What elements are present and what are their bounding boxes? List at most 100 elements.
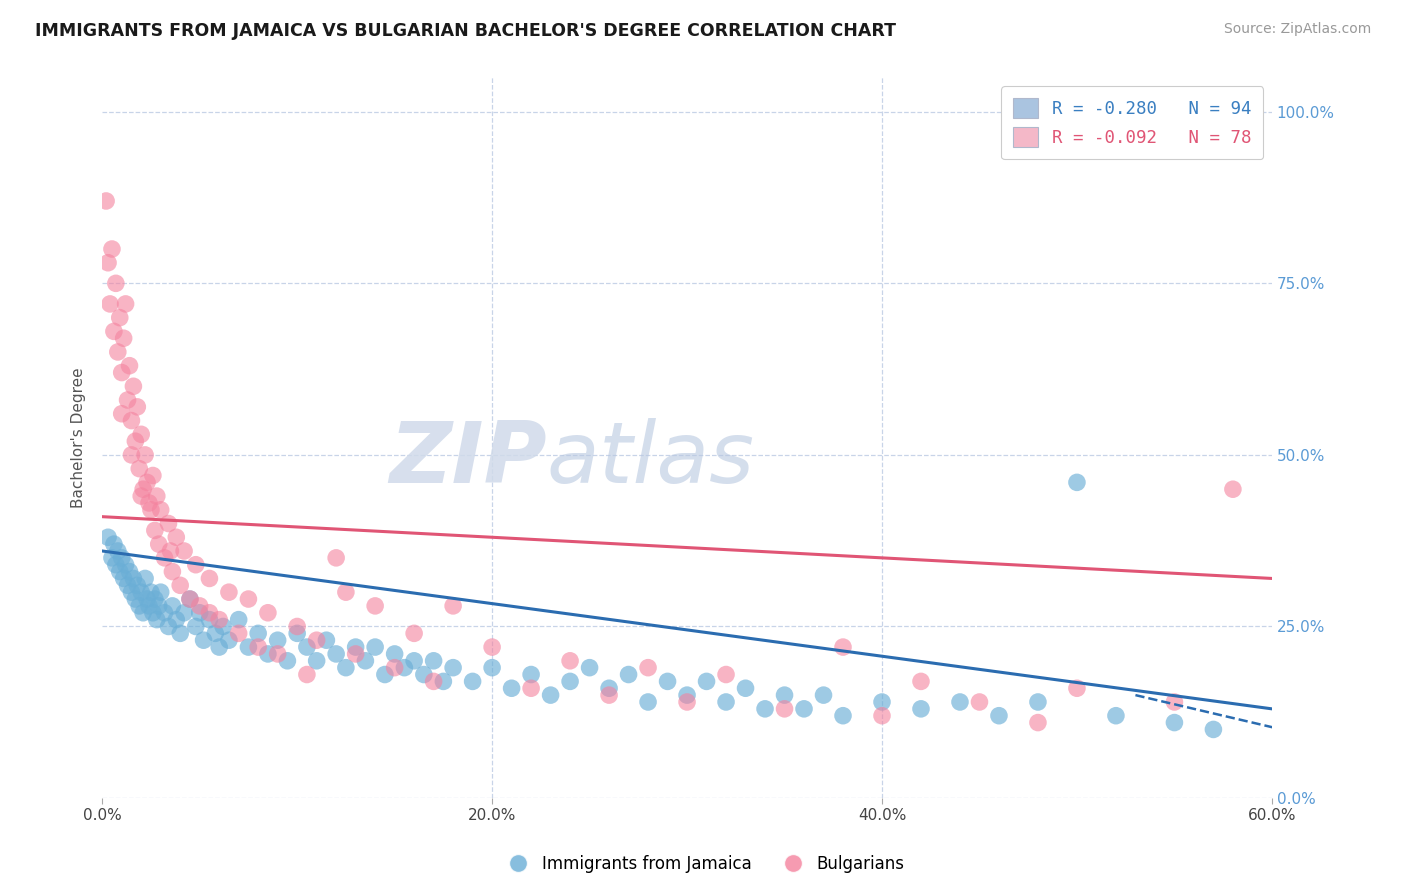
Point bbox=[136, 592, 159, 607]
Point bbox=[122, 571, 145, 585]
Point bbox=[832, 708, 855, 723]
Point bbox=[139, 585, 162, 599]
Point bbox=[394, 661, 416, 675]
Point bbox=[432, 674, 454, 689]
Point bbox=[218, 585, 240, 599]
Point bbox=[335, 585, 357, 599]
Point bbox=[212, 619, 235, 633]
Point bbox=[134, 448, 156, 462]
Point bbox=[204, 626, 226, 640]
Point bbox=[441, 599, 464, 613]
Point bbox=[118, 359, 141, 373]
Point bbox=[143, 592, 166, 607]
Point bbox=[1026, 695, 1049, 709]
Point bbox=[1066, 681, 1088, 696]
Point bbox=[111, 366, 134, 380]
Point bbox=[832, 640, 855, 654]
Point bbox=[870, 708, 893, 723]
Point bbox=[793, 702, 815, 716]
Point bbox=[305, 654, 328, 668]
Point bbox=[142, 468, 165, 483]
Point bbox=[128, 461, 150, 475]
Point bbox=[238, 640, 260, 654]
Point bbox=[134, 571, 156, 585]
Text: Source: ZipAtlas.com: Source: ZipAtlas.com bbox=[1223, 22, 1371, 37]
Point bbox=[481, 661, 503, 675]
Point bbox=[208, 613, 231, 627]
Point bbox=[637, 661, 659, 675]
Point bbox=[129, 585, 152, 599]
Point bbox=[218, 633, 240, 648]
Point bbox=[520, 681, 543, 696]
Point bbox=[208, 640, 231, 654]
Point bbox=[773, 702, 796, 716]
Point bbox=[112, 571, 135, 585]
Point bbox=[101, 550, 124, 565]
Point bbox=[637, 695, 659, 709]
Point bbox=[193, 633, 215, 648]
Point bbox=[165, 613, 187, 627]
Point bbox=[910, 702, 932, 716]
Point bbox=[138, 496, 160, 510]
Point bbox=[198, 571, 221, 585]
Point bbox=[120, 414, 142, 428]
Point bbox=[228, 613, 250, 627]
Point bbox=[344, 647, 367, 661]
Point bbox=[238, 592, 260, 607]
Point bbox=[169, 626, 191, 640]
Point bbox=[295, 667, 318, 681]
Point bbox=[122, 379, 145, 393]
Point bbox=[153, 550, 176, 565]
Point bbox=[111, 550, 134, 565]
Point bbox=[676, 695, 699, 709]
Point bbox=[129, 427, 152, 442]
Point bbox=[266, 633, 288, 648]
Point bbox=[335, 661, 357, 675]
Point bbox=[117, 578, 139, 592]
Point bbox=[558, 654, 581, 668]
Point bbox=[813, 688, 835, 702]
Point bbox=[98, 297, 121, 311]
Point bbox=[422, 674, 444, 689]
Point bbox=[305, 633, 328, 648]
Point bbox=[422, 654, 444, 668]
Point bbox=[364, 599, 387, 613]
Text: ZIP: ZIP bbox=[389, 417, 547, 501]
Point bbox=[257, 606, 280, 620]
Point bbox=[988, 708, 1011, 723]
Point bbox=[129, 489, 152, 503]
Point bbox=[146, 489, 169, 503]
Point bbox=[104, 558, 127, 572]
Point bbox=[153, 606, 176, 620]
Point bbox=[714, 695, 737, 709]
Point bbox=[285, 626, 308, 640]
Point bbox=[404, 626, 426, 640]
Point bbox=[558, 674, 581, 689]
Point bbox=[162, 599, 184, 613]
Point bbox=[148, 537, 170, 551]
Point bbox=[384, 661, 406, 675]
Point bbox=[127, 578, 149, 592]
Point bbox=[754, 702, 776, 716]
Point bbox=[1026, 715, 1049, 730]
Point bbox=[188, 606, 211, 620]
Point bbox=[696, 674, 718, 689]
Point bbox=[676, 688, 699, 702]
Point bbox=[107, 544, 129, 558]
Point bbox=[198, 606, 221, 620]
Point bbox=[165, 530, 187, 544]
Point bbox=[412, 667, 434, 681]
Point bbox=[276, 654, 298, 668]
Point bbox=[111, 407, 134, 421]
Point bbox=[108, 310, 131, 325]
Point bbox=[97, 530, 120, 544]
Point bbox=[257, 647, 280, 661]
Point bbox=[114, 558, 136, 572]
Point bbox=[103, 537, 125, 551]
Point bbox=[364, 640, 387, 654]
Point bbox=[325, 550, 347, 565]
Point bbox=[173, 544, 195, 558]
Point bbox=[598, 688, 620, 702]
Point bbox=[910, 674, 932, 689]
Point bbox=[520, 667, 543, 681]
